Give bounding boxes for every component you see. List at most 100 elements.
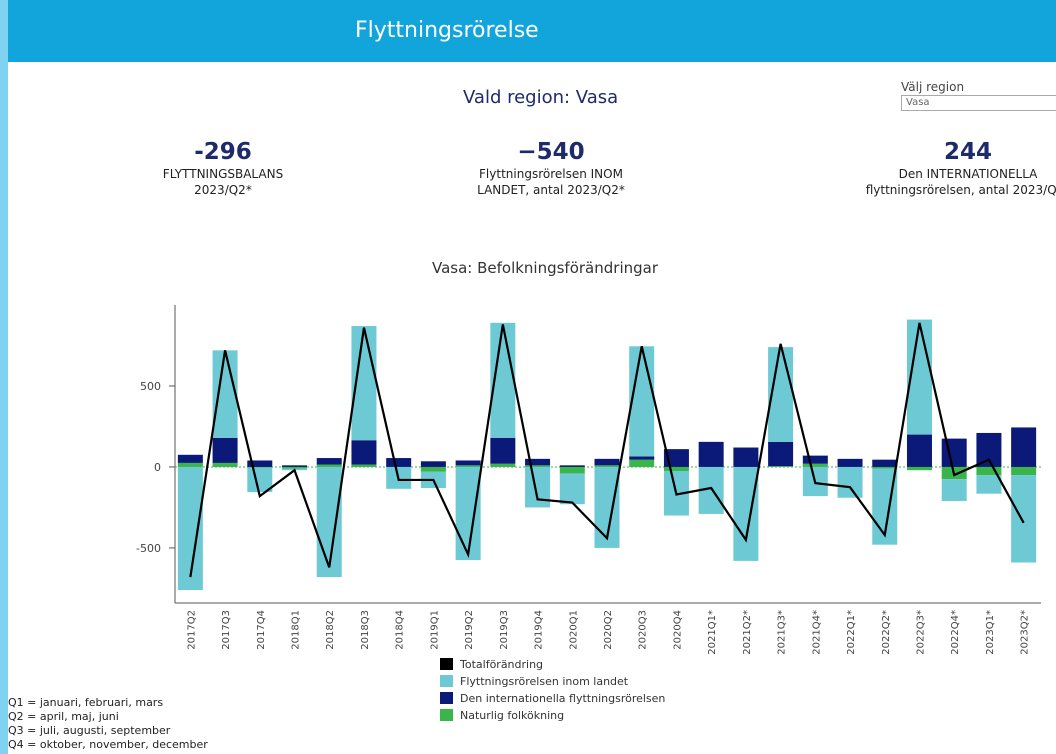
kpi-value: 244 (943, 139, 992, 165)
note: Q1 = januari, februari, mars (8, 696, 164, 709)
kpi-label: Flyttningsrörelsen INOM (479, 167, 623, 181)
bar (733, 447, 759, 467)
bar (768, 441, 794, 467)
bar (351, 440, 377, 465)
legend-swatch (440, 675, 453, 687)
bar (559, 466, 585, 474)
x-tick-label: 2018Q2 (325, 610, 336, 650)
bar (177, 454, 203, 463)
kpi-label: Den INTERNATIONELLA (898, 167, 1038, 181)
x-tick-label: 2022Q4* (950, 610, 961, 655)
bar (663, 466, 689, 472)
x-tick-label: 2020Q2 (603, 610, 614, 650)
x-tick-label: 2022Q1* (846, 610, 857, 655)
bar (1011, 475, 1037, 563)
x-tick-label: 2020Q3 (638, 610, 649, 650)
x-tick-label: 2022Q2* (881, 610, 892, 655)
x-tick-label: 2020Q4 (672, 610, 683, 650)
note: Q2 = april, maj, juni (8, 710, 119, 723)
bar (455, 465, 481, 467)
bar (976, 475, 1002, 494)
bar (629, 346, 655, 457)
bar (351, 464, 377, 467)
bar (629, 459, 655, 467)
x-tick-label: 2017Q2 (186, 610, 197, 650)
bar (629, 456, 655, 460)
bar (594, 458, 620, 466)
bar (663, 449, 689, 467)
kpi-label: 2023/Q2* (194, 183, 252, 197)
bar (420, 466, 446, 472)
line (189, 322, 1025, 578)
kpi-label: LANDET, antal 2023/Q2* (477, 183, 625, 197)
bar (976, 466, 1002, 476)
bar (316, 464, 342, 467)
note: Q3 = juli, augusti, september (8, 724, 171, 737)
x-tick-label: 2023Q1* (985, 610, 996, 655)
bar (872, 466, 898, 469)
bar (525, 458, 551, 466)
x-tick-label: 2019Q4 (534, 610, 545, 650)
kpi-value: −540 (517, 139, 585, 165)
x-tick-label: 2021Q3* (777, 610, 788, 655)
bar (559, 465, 585, 467)
x-tick-label: 2018Q4 (395, 610, 406, 650)
bar (282, 465, 308, 467)
bar (802, 455, 828, 464)
bar (316, 458, 342, 465)
bar (559, 473, 585, 505)
legend-label: Naturlig folkökning (460, 709, 564, 722)
bar (420, 461, 446, 467)
note: Q4 = oktober, november, december (8, 738, 208, 751)
x-tick-label: 2019Q3 (499, 610, 510, 650)
bar (837, 466, 863, 498)
bar (490, 463, 516, 467)
legend-swatch (440, 658, 453, 670)
bar (247, 466, 273, 468)
bar (1011, 466, 1037, 476)
region-select[interactable]: Vasa (901, 95, 1056, 111)
bar (802, 463, 828, 467)
x-tick-label: 2022Q3* (915, 610, 926, 655)
bar (1011, 427, 1037, 467)
x-tick-label: 2018Q3 (360, 610, 371, 650)
bar (525, 466, 551, 508)
select-label: Välj region (901, 80, 965, 94)
x-tick-label: 2020Q1 (568, 610, 579, 650)
bar (316, 466, 342, 578)
legend-label: Den internationella flyttningsrörelsen (460, 692, 665, 705)
x-tick-label: 2023Q2* (1020, 610, 1031, 655)
bar (212, 462, 238, 467)
y-tick-label: -500 (136, 542, 161, 555)
kpi: -296 FLYTTNINGSBALANS 2023/Q2* (108, 138, 338, 198)
bar (247, 467, 273, 493)
legend-swatch (440, 709, 453, 721)
bar (594, 465, 620, 467)
y-tick-label: 0 (154, 461, 161, 474)
kpi: −540 Flyttningsrörelsen INOM LANDET, ant… (436, 138, 666, 198)
chart: Vasa: Befolkningsförändringar -500 0 500 20… (136, 259, 1041, 722)
bar (212, 437, 238, 463)
x-tick-label: 2017Q4 (256, 610, 267, 650)
bar (906, 434, 932, 467)
x-tick-label: 2021Q1* (707, 610, 718, 655)
region-label: Vald region: Vasa (463, 87, 619, 108)
bar (490, 437, 516, 464)
bar (212, 350, 238, 438)
kpi-value: -296 (194, 139, 252, 165)
bar (733, 466, 759, 561)
x-tick-label: 2021Q2* (742, 610, 753, 655)
bar (941, 479, 967, 501)
legend-swatch (440, 692, 453, 704)
dashboard: Flyttningsrörelse Vald region: Vasa Välj… (8, 0, 1056, 754)
x-tick-label: 2021Q4* (811, 610, 822, 655)
x-tick-label: 2018Q1 (291, 610, 302, 650)
x-tick-label: 2017Q3 (221, 610, 232, 650)
bar (941, 438, 967, 467)
bar (455, 460, 481, 466)
legend-label: Totalförändring (459, 658, 543, 671)
bar (768, 466, 794, 467)
bar (525, 465, 551, 467)
bar (906, 466, 932, 471)
kpi: 244 Den INTERNATIONELLA flyttningsrörels… (828, 138, 1056, 198)
